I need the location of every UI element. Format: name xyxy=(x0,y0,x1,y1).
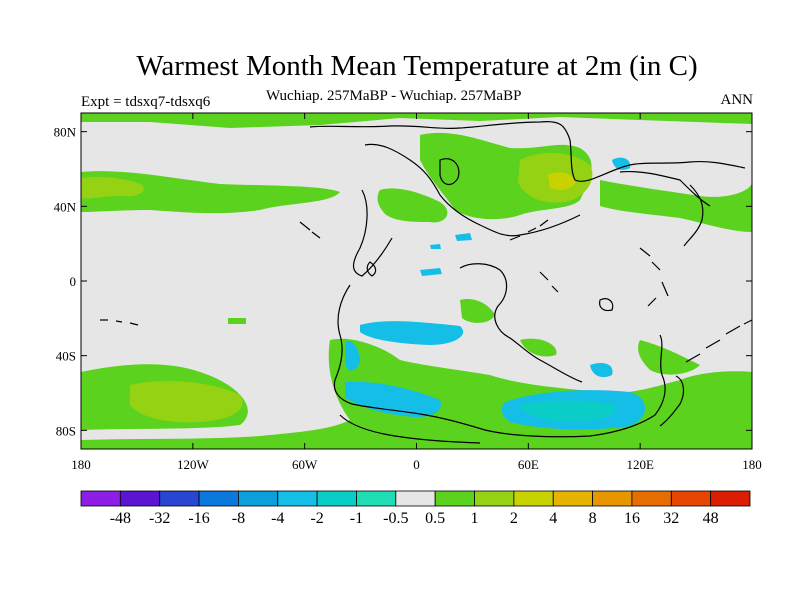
colorbar-label: -4 xyxy=(271,510,284,527)
field-region xyxy=(430,244,441,249)
colorbar-label: 0.5 xyxy=(425,510,445,527)
colorbar-label: -2 xyxy=(310,510,323,527)
colorbar-swatch xyxy=(552,490,593,507)
coastline xyxy=(364,143,581,237)
coastline xyxy=(659,375,685,427)
coastline xyxy=(639,247,669,307)
colorbar-label: 2 xyxy=(510,510,518,527)
field-region xyxy=(345,381,441,418)
colorbar-label: -48 xyxy=(110,510,131,527)
field-region xyxy=(455,233,472,241)
x-tick-label: 180 xyxy=(742,457,762,472)
colorbar-swatch xyxy=(474,490,515,507)
coastline xyxy=(309,120,746,182)
coastline xyxy=(539,271,559,293)
colorbar-swatch xyxy=(670,490,712,507)
x-tick-label: 120E xyxy=(626,457,654,472)
colorbar-swatch xyxy=(592,490,633,507)
y-tick-label: 80S xyxy=(56,423,76,438)
colorbar-label: 1 xyxy=(471,510,479,527)
field-region xyxy=(520,338,557,357)
colorbar-swatch xyxy=(356,490,397,507)
chart-subtitle: Wuchiap. 257MaBP - Wuchiap. 257MaBP xyxy=(266,88,522,104)
coastline xyxy=(333,284,666,438)
coastline xyxy=(366,261,377,277)
field-region xyxy=(81,171,340,214)
colorbar-label: 32 xyxy=(663,510,679,527)
x-tick-label: 120W xyxy=(177,457,210,472)
field-region xyxy=(377,188,448,223)
colorbar-swatch xyxy=(198,490,239,507)
coastline xyxy=(459,263,583,383)
field-layer xyxy=(81,113,752,449)
coastline xyxy=(685,319,752,363)
field-region xyxy=(130,381,243,423)
field-region xyxy=(520,400,616,422)
field-region xyxy=(81,176,144,199)
colorbar-label: 4 xyxy=(549,510,557,527)
coastline xyxy=(339,414,481,444)
colorbar-label: -16 xyxy=(188,510,209,527)
field-region xyxy=(638,340,700,375)
y-tick-label: 80N xyxy=(54,125,77,140)
colorbar-swatch xyxy=(513,490,554,507)
y-tick-label: 40S xyxy=(56,349,76,364)
coastline xyxy=(439,158,460,185)
colorbar-swatch xyxy=(434,490,475,507)
field-region xyxy=(345,341,360,371)
coastline xyxy=(299,221,321,239)
x-tick-label: 0 xyxy=(413,457,420,472)
x-tick-label: 60W xyxy=(292,457,318,472)
y-tick-label: 40N xyxy=(54,199,77,214)
field-region xyxy=(460,299,495,323)
colorbar-label: 48 xyxy=(703,510,719,527)
field-region xyxy=(228,318,246,324)
experiment-label: Expt = tdsxq7-tdsxq6 xyxy=(81,94,211,110)
colorbar-swatch xyxy=(159,490,200,507)
colorbar-swatch xyxy=(395,490,436,507)
field-region xyxy=(612,157,631,170)
colorbar-label: 8 xyxy=(589,510,597,527)
coastlines xyxy=(100,120,752,444)
coastline xyxy=(352,189,393,277)
axis-ticks: 180 120W 60W 0 60E 120E 180 80N 40N 0 40S 80S xyxy=(54,113,762,472)
coastline xyxy=(619,170,711,207)
colorbar-label: -1 xyxy=(350,510,363,527)
colorbar-swatch xyxy=(238,490,279,507)
colorbar-swatch xyxy=(80,490,121,507)
colorbar-label: -32 xyxy=(149,510,170,527)
colorbar: -48 -32 -16 -8 -4 -2 -1 -0.5 0.5 1 2 4 8 16 32 48 xyxy=(80,490,751,527)
colorbar-swatch xyxy=(710,490,751,507)
colorbar-swatch xyxy=(631,490,672,507)
chart-title: Warmest Month Mean Temperature at 2m (in… xyxy=(136,50,698,82)
field-region xyxy=(548,172,576,190)
field-region xyxy=(81,113,752,128)
season-label: ANN xyxy=(720,92,754,108)
colorbar-swatch xyxy=(119,490,161,507)
x-tick-label: 60E xyxy=(518,457,539,472)
colorbar-label: -8 xyxy=(232,510,245,527)
coastline xyxy=(599,298,614,312)
field-region xyxy=(118,365,172,377)
colorbar-swatch xyxy=(277,490,318,507)
field-region xyxy=(360,321,464,345)
colorbar-label: 16 xyxy=(624,510,640,527)
coastline xyxy=(100,319,139,326)
field-region xyxy=(420,268,442,276)
coastline xyxy=(509,219,549,241)
colorbar-swatch xyxy=(316,490,357,507)
y-tick-label: 0 xyxy=(70,274,77,289)
coastline xyxy=(683,184,704,247)
field-region xyxy=(600,180,752,232)
colorbar-label: -0.5 xyxy=(383,510,408,527)
field-region xyxy=(590,363,613,378)
x-tick-label: 180 xyxy=(71,457,91,472)
